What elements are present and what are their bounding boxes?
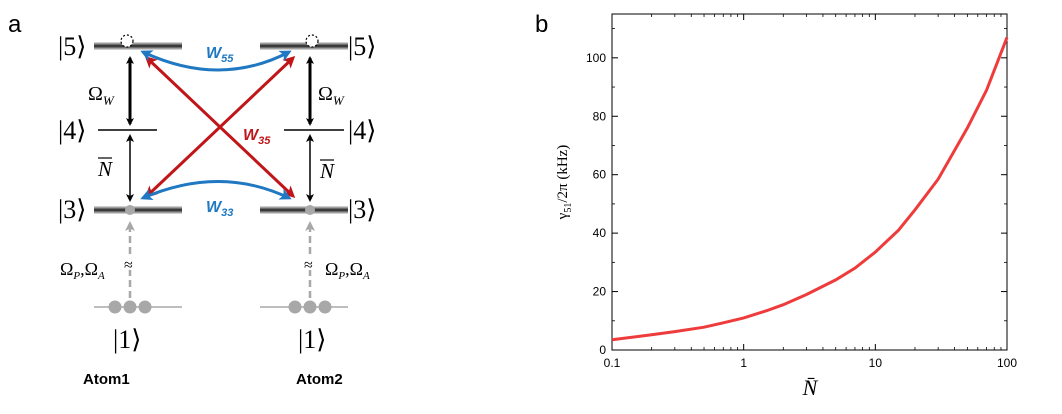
ket-3-right: |3⟩ (348, 195, 376, 224)
ket-4-left: |4⟩ (58, 116, 86, 145)
empty-state-atom1 (120, 34, 134, 48)
omega-w-label-left: ΩW (88, 83, 115, 108)
atom1-label: Atom1 (83, 371, 130, 388)
x-tick-label: 100 (997, 356, 1017, 370)
ground-dot (318, 300, 332, 314)
y-tick-label: 60 (593, 168, 607, 182)
x-tick-label: 0.1 (604, 356, 621, 370)
break-mask (303, 258, 317, 270)
ket-3-left: |3⟩ (58, 195, 86, 224)
ground-dot (123, 300, 137, 314)
omega-pa-label-left: ΩP,ΩA (60, 259, 105, 282)
population-dot-atom1 (125, 205, 135, 215)
y-tick-label: 0 (599, 343, 606, 357)
ket-1-right: |1⟩ (298, 325, 326, 354)
panel-b-label: b (535, 11, 548, 38)
n-bar-label-left: N (97, 157, 113, 181)
level-5-atom2 (260, 42, 348, 50)
ground-dot (108, 300, 122, 314)
gamma51-curve (611, 36, 1009, 342)
w33-label: W33 (206, 199, 233, 219)
x-tick-label: 1 (740, 356, 747, 370)
x-axis-label: N̄ (802, 375, 819, 400)
level-5-atom1 (94, 42, 182, 50)
ground-dot (288, 300, 302, 314)
panel-a-label: a (8, 11, 22, 38)
x-axis: 0.1 1 10 100 (604, 14, 1017, 370)
approx-symbol-atom1: ≈ (124, 257, 133, 274)
y-axis: 0 20 40 60 80 100 (586, 28, 1007, 357)
break-mask (123, 258, 137, 270)
population-dot-atom2 (305, 205, 315, 215)
n-bar-label-right: N (319, 159, 335, 183)
w35-label: W35 (243, 127, 271, 147)
panel-a: a |5⟩ |4⟩ |3⟩ |1⟩ |5⟩ |4⟩ |3⟩ |1⟩ (8, 11, 376, 388)
level-3-atom2 (260, 206, 348, 214)
ket-4-right: |4⟩ (348, 116, 376, 145)
approx-symbol-atom2: ≈ (304, 257, 313, 274)
y-tick-label: 80 (593, 109, 607, 123)
y-tick-label: 20 (593, 285, 607, 299)
ket-1-left: |1⟩ (113, 325, 141, 354)
y-axis-label: γ51/2π (kHz) (555, 145, 574, 221)
y-tick-label: 40 (593, 226, 607, 240)
ket-5-right: |5⟩ (348, 32, 376, 61)
w35-arrow-up (144, 55, 296, 199)
ground-dot (303, 300, 317, 314)
w33-arrow (140, 180, 292, 200)
empty-state-atom2 (305, 34, 319, 48)
y-tick-label: 100 (586, 51, 606, 65)
atom2-label: Atom2 (296, 371, 343, 388)
panel-b: b 0.1 1 10 100 0 20 40 60 80 100 γ51/2π (kHz) N̄ (535, 11, 1017, 400)
ground-dot (138, 300, 152, 314)
w55-label: W55 (206, 45, 234, 65)
ket-5-left: |5⟩ (58, 32, 86, 61)
level-3-atom1 (94, 206, 182, 214)
plot-frame (611, 13, 1008, 351)
x-tick-label: 10 (869, 356, 883, 370)
w55-arrow (140, 50, 292, 72)
omega-w-label-right: ΩW (318, 83, 345, 108)
omega-pa-label-right: ΩP,ΩA (325, 259, 370, 282)
